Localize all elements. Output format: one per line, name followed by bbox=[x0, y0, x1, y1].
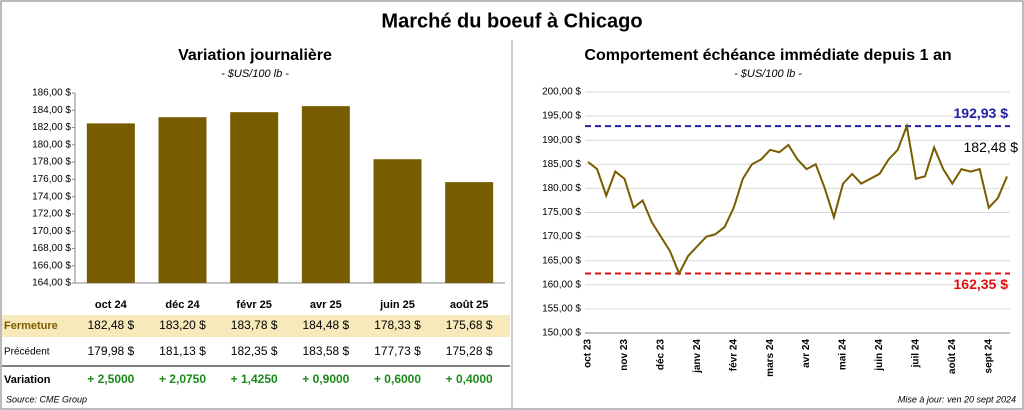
bar bbox=[230, 112, 279, 283]
x-tick-label: déc 24 bbox=[165, 299, 200, 311]
chart-title: Comportement échéance immédiate depuis 1… bbox=[584, 47, 951, 64]
x-tick-label: août 25 bbox=[450, 299, 489, 311]
y-tick-label: 178,00 $ bbox=[32, 157, 71, 168]
table-cell: + 1,4250 bbox=[231, 372, 278, 386]
table-cell: 182,48 $ bbox=[87, 318, 134, 332]
table-cell: 183,20 $ bbox=[159, 318, 206, 332]
y-tick-label: 166,00 $ bbox=[32, 260, 71, 271]
x-tick-label: oct 24 bbox=[95, 299, 128, 311]
table-cell: 177,73 $ bbox=[374, 344, 421, 358]
table-cell: 183,78 $ bbox=[231, 318, 278, 332]
x-tick-label: févr 24 bbox=[728, 339, 739, 372]
row-label: Fermeture bbox=[4, 320, 58, 332]
x-tick-label: oct 23 bbox=[583, 339, 594, 368]
y-tick-label: 180,00 $ bbox=[32, 139, 71, 150]
table-cell: + 2,5000 bbox=[87, 372, 134, 386]
chart-subtitle: - $US/100 lb - bbox=[734, 68, 802, 80]
y-tick-label: 165,00 $ bbox=[542, 255, 581, 266]
x-tick-label: févr 25 bbox=[236, 299, 271, 311]
y-tick-label: 184,00 $ bbox=[32, 105, 71, 116]
row-highlight bbox=[2, 315, 510, 337]
y-tick-label: 182,00 $ bbox=[32, 122, 71, 133]
y-tick-label: 195,00 $ bbox=[542, 111, 581, 122]
bar bbox=[373, 159, 422, 283]
x-tick-label: avr 24 bbox=[801, 339, 812, 368]
reference-label: 162,35 $ bbox=[954, 276, 1009, 292]
table-cell: + 0,9000 bbox=[302, 372, 349, 386]
x-tick-label: sept 24 bbox=[983, 339, 994, 374]
y-tick-label: 200,00 $ bbox=[542, 87, 581, 98]
x-tick-label: avr 25 bbox=[310, 299, 342, 311]
y-tick-label: 155,00 $ bbox=[542, 304, 581, 315]
page-title: Marché du boeuf à Chicago bbox=[381, 10, 642, 32]
bar bbox=[445, 182, 494, 283]
row-label: Variation bbox=[4, 374, 51, 386]
y-tick-label: 175,00 $ bbox=[542, 207, 581, 218]
table-cell: 175,68 $ bbox=[446, 318, 493, 332]
chart-subtitle: - $US/100 lb - bbox=[221, 68, 289, 80]
x-tick-label: janv 24 bbox=[692, 339, 703, 374]
x-tick-label: mai 24 bbox=[838, 339, 849, 371]
y-tick-label: 190,00 $ bbox=[542, 135, 581, 146]
x-tick-label: juil 24 bbox=[911, 339, 922, 369]
table-cell: 184,48 $ bbox=[302, 318, 349, 332]
table-cell: + 0,4000 bbox=[446, 372, 493, 386]
y-tick-label: 164,00 $ bbox=[32, 278, 71, 289]
bar bbox=[301, 106, 350, 283]
y-tick-label: 150,00 $ bbox=[542, 328, 581, 339]
table-cell: 182,35 $ bbox=[231, 344, 278, 358]
table-cell: 183,58 $ bbox=[302, 344, 349, 358]
y-tick-label: 186,00 $ bbox=[32, 88, 71, 99]
y-tick-label: 168,00 $ bbox=[32, 243, 71, 254]
price-line bbox=[587, 122, 1008, 276]
y-tick-label: 170,00 $ bbox=[542, 231, 581, 242]
x-tick-label: août 24 bbox=[947, 339, 958, 374]
y-tick-label: 180,00 $ bbox=[542, 183, 581, 194]
end-label: 182,48 $ bbox=[964, 139, 1019, 155]
row-label: Précédent bbox=[4, 347, 50, 358]
y-tick-label: 170,00 $ bbox=[32, 226, 71, 237]
table-cell: 178,33 $ bbox=[374, 318, 421, 332]
y-tick-label: 160,00 $ bbox=[542, 279, 581, 290]
bar bbox=[86, 123, 135, 284]
x-tick-label: mars 24 bbox=[765, 339, 776, 377]
y-tick-label: 176,00 $ bbox=[32, 174, 71, 185]
reference-label: 192,93 $ bbox=[954, 105, 1009, 121]
table-cell: + 0,6000 bbox=[374, 372, 421, 386]
y-tick-label: 172,00 $ bbox=[32, 209, 71, 220]
table-cell: 179,98 $ bbox=[87, 344, 134, 358]
table-cell: 181,13 $ bbox=[159, 344, 206, 358]
y-tick-label: 185,00 $ bbox=[542, 159, 581, 170]
updated: Mise à jour: ven 20 sept 2024 bbox=[898, 394, 1016, 404]
bar bbox=[158, 117, 207, 283]
x-tick-label: nov 23 bbox=[619, 339, 630, 371]
table-cell: + 2,0750 bbox=[159, 372, 206, 386]
y-tick-label: 174,00 $ bbox=[32, 191, 71, 202]
source: Source: CME Group bbox=[6, 394, 87, 404]
table-cell: 175,28 $ bbox=[446, 344, 493, 358]
x-tick-label: juin 24 bbox=[874, 339, 885, 372]
x-tick-label: déc 23 bbox=[656, 339, 667, 371]
x-tick-label: juin 25 bbox=[379, 299, 415, 311]
chart-title: Variation journalière bbox=[178, 47, 332, 64]
